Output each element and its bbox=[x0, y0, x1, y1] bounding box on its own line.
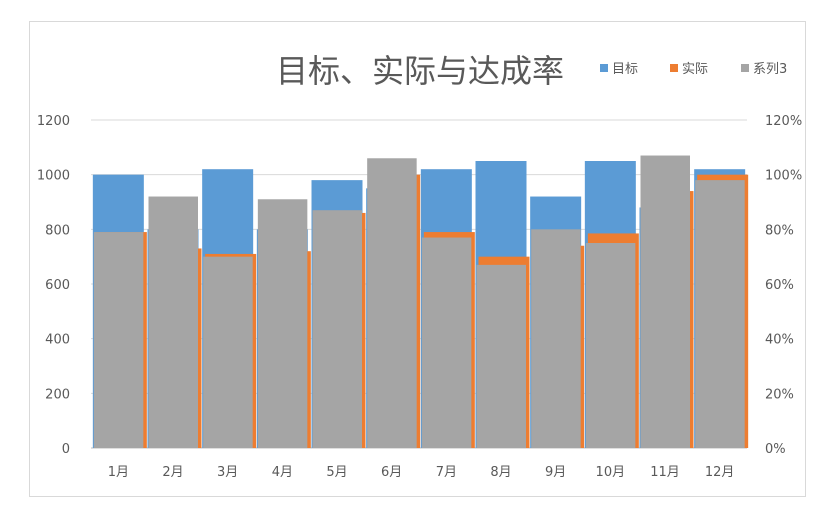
y-right-tick-label: 40% bbox=[765, 333, 794, 348]
chart-title: 目标、实际与达成率 bbox=[276, 52, 564, 90]
bar-rate bbox=[640, 155, 690, 449]
y-left-tick-label: 200 bbox=[45, 387, 70, 402]
y-right-tick-label: 20% bbox=[765, 387, 794, 402]
bar-rate bbox=[585, 243, 636, 448]
x-tick-label: 3月 bbox=[217, 465, 238, 480]
y-left-tick-label: 1200 bbox=[37, 114, 70, 129]
bar-rate bbox=[695, 180, 745, 448]
x-tick-label: 5月 bbox=[326, 465, 347, 480]
bar-rate bbox=[367, 158, 417, 448]
legend-swatch bbox=[600, 64, 608, 72]
x-tick-label: 6月 bbox=[381, 465, 402, 480]
bar-rate bbox=[531, 229, 581, 448]
y-left-tick-label: 800 bbox=[45, 223, 70, 238]
legend-label: 实际 bbox=[682, 62, 708, 77]
legend-label: 系列3 bbox=[753, 62, 787, 77]
bar-rate bbox=[476, 264, 526, 448]
y-right-tick-label: 60% bbox=[765, 278, 794, 293]
x-tick-label: 4月 bbox=[272, 465, 293, 480]
x-tick-label: 9月 bbox=[545, 465, 566, 480]
x-tick-label: 8月 bbox=[490, 465, 511, 480]
y-left-tick-label: 0 bbox=[62, 442, 70, 457]
y-left-tick-label: 400 bbox=[45, 333, 70, 348]
x-tick-label: 7月 bbox=[436, 465, 457, 480]
x-tick-label: 12月 bbox=[705, 465, 735, 480]
legend-label: 目标 bbox=[612, 62, 638, 77]
bar-rate bbox=[203, 256, 253, 448]
y-left-tick-label: 600 bbox=[45, 278, 70, 293]
legend-swatch bbox=[741, 64, 749, 72]
y-left-tick-label: 1000 bbox=[37, 169, 70, 184]
bar-rate bbox=[93, 232, 144, 448]
x-tick-label: 11月 bbox=[650, 465, 680, 480]
bar-rate bbox=[421, 237, 472, 448]
y-right-tick-label: 120% bbox=[765, 114, 802, 129]
bar-rate bbox=[257, 199, 308, 448]
legend-swatch bbox=[670, 64, 678, 72]
x-tick-label: 1月 bbox=[108, 465, 129, 480]
x-tick-label: 10月 bbox=[596, 465, 626, 480]
y-right-tick-label: 80% bbox=[765, 223, 794, 238]
y-right-tick-label: 100% bbox=[765, 169, 802, 184]
bar-rate bbox=[148, 196, 198, 448]
bar-rate bbox=[312, 210, 362, 448]
y-right-tick-label: 0% bbox=[765, 442, 786, 457]
x-tick-label: 2月 bbox=[162, 465, 183, 480]
